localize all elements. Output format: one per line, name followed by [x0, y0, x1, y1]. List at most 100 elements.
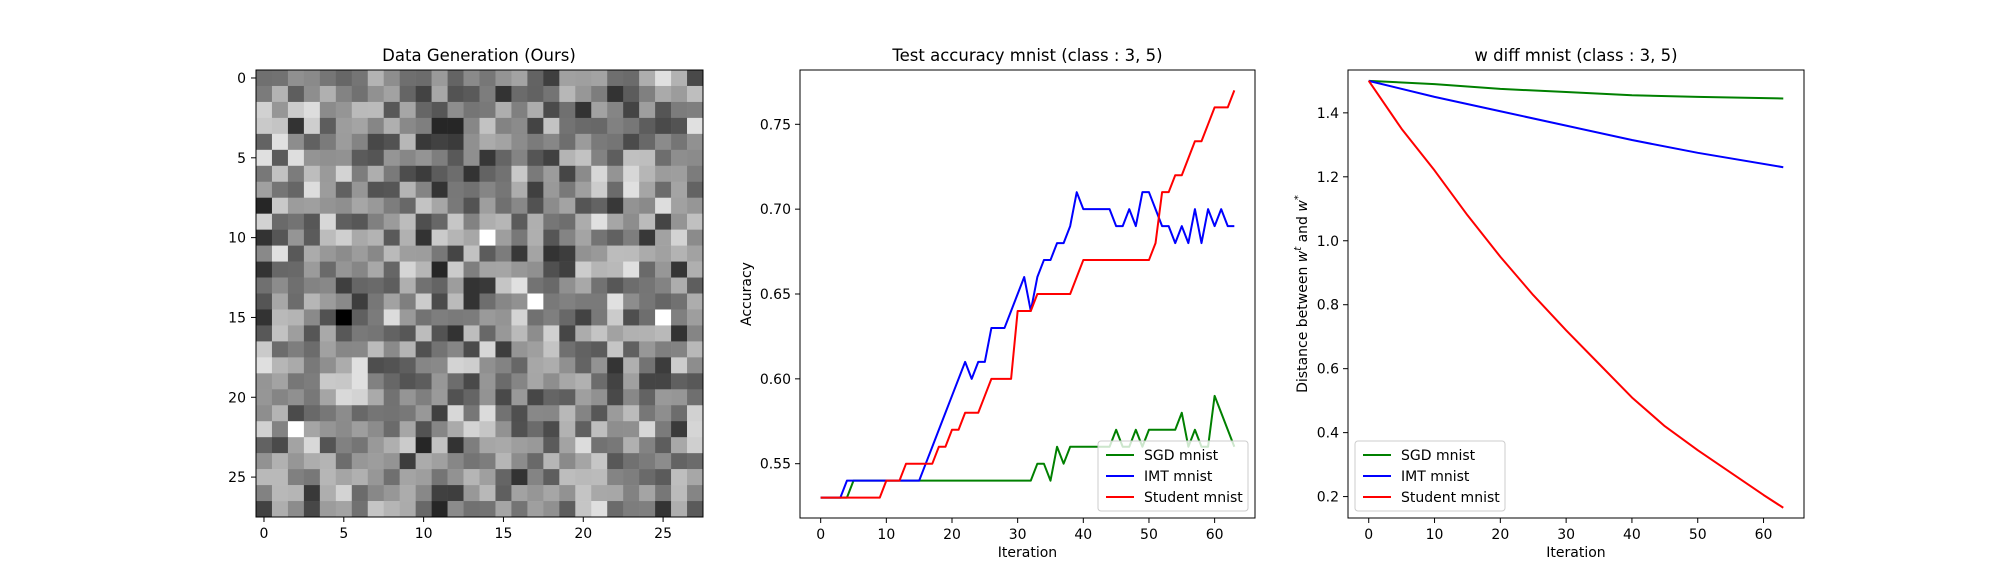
- heatmap-cell: [431, 101, 448, 119]
- heatmap-cell: [463, 229, 480, 246]
- heatmap-cell: [287, 469, 305, 486]
- heatmap-cell: [559, 70, 576, 87]
- heatmap-cell: [431, 149, 448, 167]
- heatmap-cell: [639, 117, 656, 135]
- heatmap-cell: [495, 485, 512, 502]
- heatmap-cell: [495, 437, 512, 454]
- heatmap-cell: [256, 117, 273, 135]
- heatmap-y-tick-label: 5: [237, 151, 246, 167]
- heatmap-cell: [367, 293, 385, 310]
- heatmap-cell: [479, 485, 496, 502]
- heatmap-cell: [671, 357, 688, 374]
- heatmap-cell: [623, 229, 640, 246]
- heatmap-cell: [431, 357, 448, 374]
- heatmap-cell: [367, 469, 385, 486]
- heatmap-cell: [431, 133, 448, 151]
- heatmap-cell: [575, 421, 592, 438]
- heatmap-cell: [559, 469, 576, 486]
- heatmap-cell: [287, 117, 305, 135]
- heatmap-cell: [399, 501, 416, 518]
- heatmap-cell: [479, 357, 496, 374]
- heatmap-cell: [367, 261, 385, 278]
- wdiff-y-tick-label: 0.2: [1317, 490, 1339, 506]
- heatmap-cell: [495, 501, 512, 518]
- heatmap-cell: [639, 309, 656, 326]
- heatmap-cell: [351, 501, 369, 518]
- heatmap-cell: [256, 197, 273, 214]
- heatmap-cell: [639, 501, 656, 518]
- heatmap-cell: [639, 101, 656, 119]
- heatmap-cell: [607, 213, 624, 230]
- heatmap-cell: [671, 437, 688, 454]
- heatmap-cell: [639, 389, 656, 406]
- heatmap-cell: [431, 165, 448, 183]
- heatmap-cell: [447, 101, 464, 119]
- heatmap-cell: [639, 149, 656, 167]
- heatmap-cell: [559, 373, 576, 390]
- heatmap-cell: [383, 101, 400, 119]
- wdiff-series-line-2: [1368, 79, 1784, 169]
- heatmap-cell: [399, 357, 416, 374]
- heatmap-cell: [607, 245, 624, 262]
- heatmap-cell: [303, 181, 321, 199]
- heatmap-cell: [623, 293, 640, 310]
- heatmap-cell: [575, 485, 592, 502]
- heatmap-x-tick-label: 15: [495, 526, 513, 542]
- heatmap-cell: [655, 325, 672, 342]
- heatmap-panel: Data Generation (Ours) 0 5 10 15 20 25 0 5 10 15…: [228, 46, 704, 542]
- heatmap-cell: [431, 197, 448, 214]
- heatmap-cell: [415, 309, 432, 326]
- heatmap-cell: [447, 133, 464, 151]
- heatmap-cell: [287, 501, 305, 518]
- heatmap-cell: [399, 325, 416, 342]
- heatmap-cell: [431, 405, 448, 422]
- heatmap-cell: [639, 70, 656, 87]
- heatmap-cell: [495, 149, 512, 167]
- heatmap-cell: [287, 437, 305, 454]
- heatmap-cell: [351, 309, 369, 326]
- heatmap-cell: [591, 357, 608, 374]
- heatmap-cell: [623, 261, 640, 278]
- heatmap-cell: [655, 293, 672, 310]
- accuracy-plot-area: 0 10 20 30 40 50 60 0.55 0.60 0.65 0.70 0.75: [760, 89, 1236, 543]
- heatmap-cell: [495, 229, 512, 246]
- heatmap-cell: [271, 309, 289, 326]
- heatmap-cell: [351, 70, 369, 87]
- heatmap-cell: [591, 341, 608, 358]
- heatmap-cell: [287, 373, 305, 390]
- heatmap-cell: [623, 277, 640, 294]
- heatmap-cell: [303, 149, 321, 167]
- heatmap-cell: [463, 277, 480, 294]
- heatmap-cell: [463, 117, 480, 135]
- heatmap-cell: [256, 133, 273, 151]
- heatmap-cell: [463, 453, 480, 470]
- heatmap-cell: [351, 421, 369, 438]
- heatmap-cell: [527, 469, 544, 486]
- heatmap-cell: [687, 181, 704, 199]
- heatmap-cell: [303, 421, 321, 438]
- heatmap-cell: [367, 245, 385, 262]
- heatmap-cell: [271, 293, 289, 310]
- heatmap-cell: [479, 85, 496, 103]
- wdiff-legend-box: [1354, 440, 1506, 512]
- heatmap-cell: [431, 421, 448, 438]
- heatmap-cell: [543, 149, 560, 167]
- heatmap-cell: [287, 453, 305, 470]
- heatmap-cell: [671, 405, 688, 422]
- heatmap-cell: [687, 469, 704, 486]
- heatmap-cell: [303, 501, 321, 518]
- heatmap-cell: [655, 229, 672, 246]
- heatmap-cell: [271, 341, 289, 358]
- heatmap-cell: [559, 149, 576, 167]
- accuracy-x-tick-label: 30: [1009, 527, 1027, 543]
- heatmap-cell: [671, 453, 688, 470]
- heatmap-cell: [527, 389, 544, 406]
- heatmap-cell: [256, 469, 273, 486]
- heatmap-cell: [335, 325, 353, 342]
- accuracy-panel: Test accuracy mnist (class : 3, 5) 0 10 20…: [739, 46, 1256, 561]
- heatmap-cell: [256, 213, 273, 230]
- heatmap-cell: [479, 213, 496, 230]
- heatmap-cell: [591, 133, 608, 151]
- heatmap-cell: [383, 261, 400, 278]
- heatmap-cell: [367, 197, 385, 214]
